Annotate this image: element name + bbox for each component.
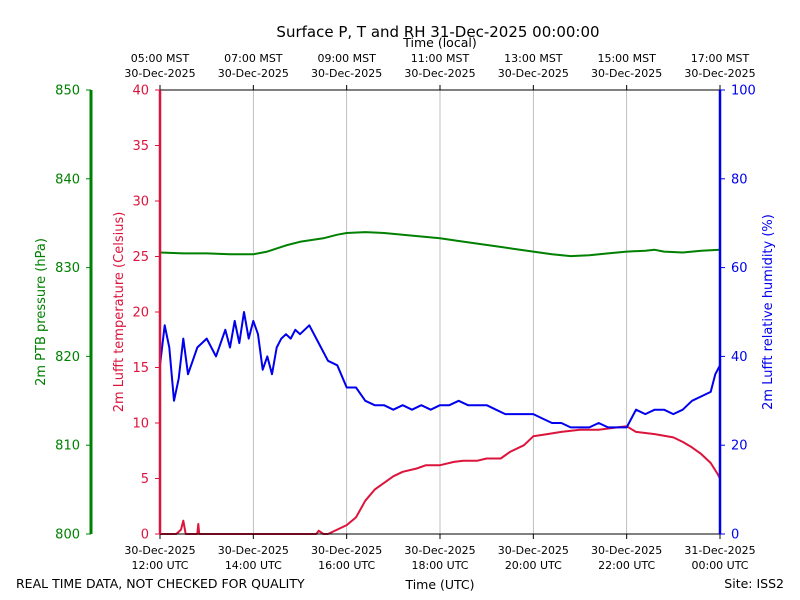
x-tick-label: 30-Dec-2025 bbox=[218, 544, 289, 557]
ticks-layer: 30-Dec-2025 12:00 UTC 30-Dec-2025 14:00 UTC… bbox=[34, 52, 776, 572]
temperature-tick-label: 25 bbox=[132, 250, 149, 265]
temperature-tick-label: 5 bbox=[141, 472, 149, 487]
temperature-tick-label: 0 bbox=[141, 528, 149, 543]
x-tick-label: 22:00 UTC bbox=[598, 559, 655, 572]
humidity-tick-label: 80 bbox=[731, 172, 748, 187]
top-x-tick-label: 30-Dec-2025 bbox=[311, 67, 382, 80]
bottom-axis-label: Time (UTC) bbox=[404, 577, 474, 592]
top-x-tick-label: 30-Dec-2025 bbox=[404, 67, 475, 80]
top-x-tick-label: 11:00 MST bbox=[411, 52, 470, 65]
footer-right: Site: ISS2 bbox=[724, 576, 784, 591]
chart-title: Surface P, T and RH 31-Dec-2025 00:00:00 bbox=[276, 23, 599, 41]
humidity-tick-label: 0 bbox=[731, 528, 739, 543]
top-x-tick-label: 05:00 MST bbox=[131, 52, 190, 65]
temperature-tick-label: 10 bbox=[132, 417, 149, 432]
x-tick-label: 00:00 UTC bbox=[691, 559, 748, 572]
pressure-tick-label: 810 bbox=[55, 439, 80, 454]
x-tick-label: 30-Dec-2025 bbox=[591, 544, 662, 557]
humidity-series-line bbox=[159, 311, 721, 429]
top-x-tick-label: 30-Dec-2025 bbox=[218, 67, 289, 80]
x-tick-label: 18:00 UTC bbox=[411, 559, 468, 572]
x-tick-label: 16:00 UTC bbox=[318, 559, 375, 572]
top-x-tick-label: 30-Dec-2025 bbox=[591, 67, 662, 80]
x-tick-label: 30-Dec-2025 bbox=[124, 544, 195, 557]
top-x-tick-label: 09:00 MST bbox=[317, 52, 376, 65]
x-tick-label: 31-Dec-2025 bbox=[684, 544, 755, 557]
pressure-tick-label: 850 bbox=[55, 84, 80, 99]
axes-layer bbox=[89, 89, 722, 535]
top-x-tick-label: 15:00 MST bbox=[597, 52, 656, 65]
pressure-tick-label: 840 bbox=[55, 172, 80, 187]
top-axis-label: Time (local) bbox=[402, 35, 476, 50]
pressure-tick-label: 830 bbox=[55, 261, 80, 276]
pressure-series-line bbox=[159, 231, 721, 258]
temperature-axis-title: 2m Lufft temperature (Celsius) bbox=[112, 212, 127, 413]
temperature-tick-label: 40 bbox=[132, 84, 149, 99]
top-x-tick-label: 07:00 MST bbox=[224, 52, 283, 65]
top-x-tick-label: 17:00 MST bbox=[691, 52, 750, 65]
temperature-tick-label: 15 bbox=[132, 361, 149, 376]
pressure-tick-label: 800 bbox=[55, 528, 80, 543]
x-tick-label: 20:00 UTC bbox=[505, 559, 562, 572]
top-x-tick-label: 30-Dec-2025 bbox=[684, 67, 755, 80]
pressure-axis-title: 2m PTB pressure (hPa) bbox=[34, 238, 49, 386]
humidity-tick-label: 40 bbox=[731, 350, 748, 365]
x-tick-label: 14:00 UTC bbox=[225, 559, 282, 572]
top-x-tick-label: 30-Dec-2025 bbox=[498, 67, 569, 80]
humidity-tick-label: 20 bbox=[731, 439, 748, 454]
top-x-tick-label: 13:00 MST bbox=[504, 52, 563, 65]
pressure-tick-label: 820 bbox=[55, 350, 80, 365]
x-tick-label: 30-Dec-2025 bbox=[404, 544, 475, 557]
x-tick-label: 12:00 UTC bbox=[131, 559, 188, 572]
humidity-tick-label: 100 bbox=[731, 84, 756, 99]
grid-layer bbox=[252, 90, 628, 534]
temperature-tick-label: 35 bbox=[132, 139, 149, 154]
x-tick-label: 30-Dec-2025 bbox=[498, 544, 569, 557]
temperature-tick-label: 20 bbox=[132, 306, 149, 321]
top-x-tick-label: 30-Dec-2025 bbox=[124, 67, 195, 80]
footer-left: REAL TIME DATA, NOT CHECKED FOR QUALITY bbox=[16, 576, 305, 591]
humidity-tick-label: 60 bbox=[731, 261, 748, 276]
temperature-tick-label: 30 bbox=[132, 195, 149, 210]
x-tick-label: 30-Dec-2025 bbox=[311, 544, 382, 557]
humidity-axis-title: 2m Lufft relative humidity (%) bbox=[761, 214, 776, 410]
